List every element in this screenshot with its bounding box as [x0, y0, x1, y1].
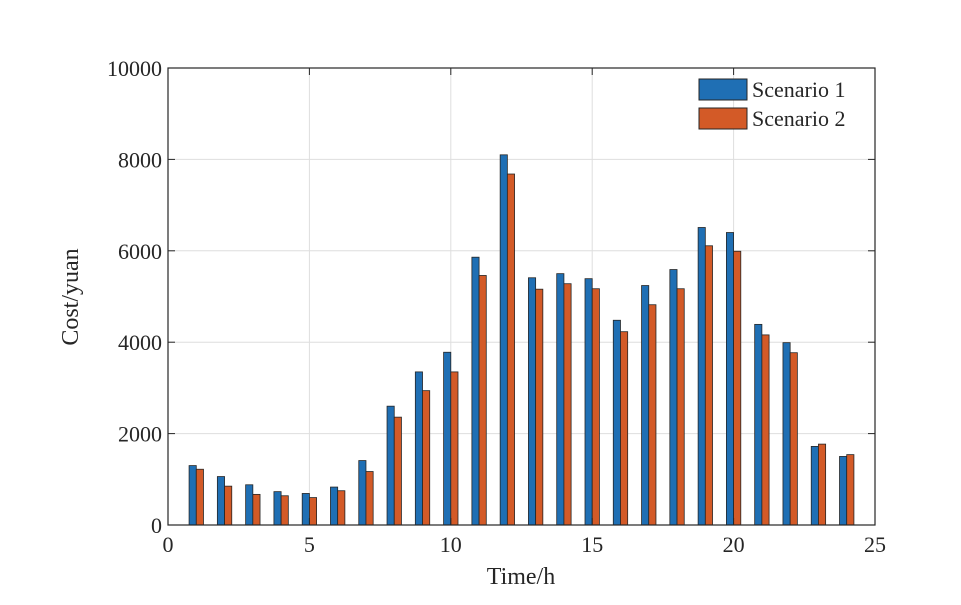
bar-scenario-1 — [216, 476, 225, 526]
bar-scenario-1 — [188, 465, 197, 526]
bar-scenario-1 — [273, 491, 282, 526]
bar-scenario-1 — [641, 285, 650, 526]
bar-scenario-2 — [252, 493, 261, 526]
bar-scenario-1 — [414, 371, 423, 526]
bar-scenario-2 — [591, 288, 600, 526]
bar-scenario-1 — [499, 154, 508, 526]
bar-scenario-1 — [584, 278, 593, 526]
legend: Scenario 1 Scenario 2 — [698, 77, 845, 131]
bar-scenario-2 — [789, 352, 798, 526]
bar-scenario-2 — [620, 331, 629, 526]
bar-scenario-2 — [337, 490, 346, 526]
y-tick-label: 8000 — [118, 147, 162, 172]
y-tick-label: 2000 — [118, 422, 162, 447]
axis-ticks: 0 5 10 15 20 25 0 2000 4000 6000 8000 10000 — [107, 56, 886, 557]
bars-group — [188, 154, 855, 526]
bar-scenario-1 — [471, 256, 480, 526]
bar-scenario-2 — [761, 334, 770, 526]
bar-scenario-2 — [676, 288, 685, 526]
bar-scenario-1 — [301, 493, 310, 526]
bar-scenario-2 — [450, 371, 459, 526]
y-tick-label: 0 — [151, 513, 162, 538]
legend-swatch-scenario-2 — [698, 107, 748, 130]
bar-scenario-1 — [556, 273, 565, 526]
bar-scenario-2 — [846, 454, 855, 526]
bar-scenario-2 — [818, 443, 827, 526]
x-axis-label: Time/h — [487, 564, 555, 590]
bar-scenario-1 — [839, 456, 848, 526]
bar-scenario-1 — [697, 227, 706, 526]
legend-label-scenario-2: Scenario 2 — [752, 106, 845, 131]
legend-label-scenario-1: Scenario 1 — [752, 77, 845, 102]
bar-scenario-2 — [733, 250, 742, 526]
bar-scenario-2 — [478, 275, 487, 526]
x-tick-label: 5 — [304, 532, 315, 557]
bar-scenario-2 — [704, 245, 713, 526]
legend-swatch-scenario-1 — [698, 78, 748, 101]
bar-scenario-1 — [245, 484, 254, 526]
bar-scenario-2 — [648, 304, 657, 526]
bar-scenario-1 — [726, 232, 735, 526]
bar-scenario-1 — [612, 319, 621, 526]
bar-scenario-2 — [506, 173, 515, 526]
y-axis-label: Cost/yuan — [58, 248, 84, 345]
y-tick-label: 6000 — [118, 239, 162, 264]
x-tick-label: 15 — [581, 532, 603, 557]
bar-scenario-2 — [280, 495, 289, 526]
bar-scenario-2 — [365, 471, 374, 526]
bar-scenario-1 — [782, 342, 791, 526]
bar-scenario-1 — [810, 445, 819, 526]
x-tick-label: 0 — [163, 532, 174, 557]
bar-scenario-1 — [754, 323, 763, 526]
bar-scenario-1 — [358, 460, 367, 526]
bar-scenario-2 — [422, 390, 431, 526]
bar-scenario-1 — [443, 351, 452, 526]
bar-scenario-1 — [669, 269, 678, 526]
bar-scenario-1 — [386, 405, 395, 526]
bar-scenario-2 — [393, 416, 402, 526]
x-tick-label: 10 — [440, 532, 462, 557]
plot-frame — [167, 67, 876, 526]
x-tick-label: 25 — [864, 532, 886, 557]
bar-scenario-2 — [224, 485, 233, 526]
bar-scenario-1 — [528, 277, 537, 526]
y-tick-label: 4000 — [118, 330, 162, 355]
bar-scenario-2 — [563, 283, 572, 526]
bar-scenario-2 — [308, 497, 317, 526]
x-tick-label: 20 — [723, 532, 745, 557]
bar-scenario-2 — [535, 288, 544, 526]
bar-scenario-1 — [330, 486, 339, 526]
y-tick-label: 10000 — [107, 56, 162, 81]
bar-scenario-2 — [195, 468, 204, 526]
